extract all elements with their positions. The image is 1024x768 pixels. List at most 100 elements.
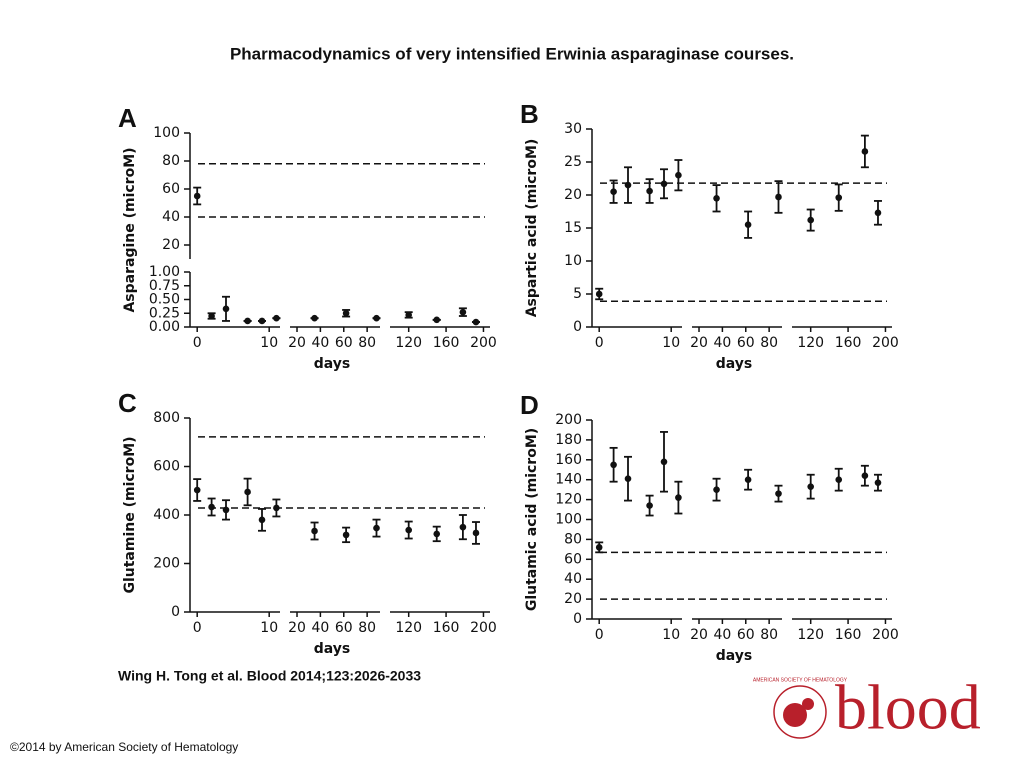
logo-name: blood [835,672,981,743]
x-axis-label: days [716,648,753,664]
logo-drop [783,703,807,727]
x-tick-label: 160 [835,335,862,351]
y-axis-label: Asparagine (microM) [122,147,138,312]
panel-letter: C [118,388,137,418]
x-axis-label: days [716,356,753,372]
x-tick-label: 60 [335,335,353,351]
y-tick-label: 400 [153,507,180,523]
point [744,476,752,484]
x-tick-label: 160 [835,627,862,643]
point [472,529,480,537]
y-tick-label: 600 [153,459,180,475]
point [874,209,882,217]
x-tick-label: 20 [690,335,708,351]
point [610,461,617,469]
panel-letter: B [520,99,539,129]
x-tick-label: 10 [260,620,278,636]
point [342,531,350,539]
panel: 0.000.250.500.751.00 20 40 60 80 100 0 10 20 40 60… [118,103,497,372]
y-tick-label: 100 [153,125,180,141]
y-tick-label: 180 [555,432,582,448]
y-tick-label: 0.00 [149,319,180,335]
y-tick-label: 5 [573,286,582,302]
y-tick-label: 0.50 [149,292,180,308]
x-tick-label: 160 [433,620,460,636]
y-tick-label: 1.00 [149,264,180,280]
x-tick-label: 10 [260,335,278,351]
point [311,314,318,322]
y-tick-label: 10 [564,253,582,269]
y-tick-label: 100 [555,512,582,528]
x-tick-label: 80 [760,627,778,643]
x-tick-label: 0 [595,335,604,351]
x-tick-label: 160 [433,335,460,351]
panel: 0 5 10 15 20 25 30 0 10 20 40 60 80 120 160 200 B Asparti… [520,99,899,372]
x-tick-label: 20 [288,335,306,351]
copyright: ©2014 by American Society of Hematology [10,740,238,754]
y-tick-label: 200 [153,556,180,572]
point [646,187,653,195]
point [807,483,814,490]
x-tick-label: 40 [713,627,731,643]
y-tick-label: 0.25 [149,305,180,321]
x-tick-label: 20 [690,627,708,643]
y-tick-label: 80 [564,531,582,547]
x-tick-label: 20 [288,620,306,636]
logo-org: AMERICAN SOCIETY OF HEMATOLOGY [753,677,848,683]
x-tick-label: 60 [335,620,353,636]
point [459,308,467,316]
citation: Wing H. Tong et al. Blood 2014;123:2026-… [118,668,421,684]
point [193,486,201,494]
figure-title: Pharmacodynamics of very intensified Erw… [230,44,794,63]
y-tick-label: 160 [555,452,582,468]
x-tick-label: 0 [595,627,604,643]
y-tick-label: 20 [564,591,582,607]
y-tick-label: 20 [564,187,582,203]
point [342,309,350,317]
panel: 0 20 40 60 80 100 120 140 160 180 200 0 10 20 40 60 80 12… [520,390,899,664]
y-tick-label: 0 [573,319,582,335]
point [311,527,318,535]
x-axis-label: days [314,641,351,657]
logo-drop [802,698,814,710]
point [595,544,603,551]
point [472,318,480,326]
point [861,148,869,155]
y-tick-label: 80 [162,153,180,169]
point [433,530,441,538]
x-tick-label: 80 [760,335,778,351]
point [660,458,668,466]
x-tick-label: 200 [470,335,497,351]
point [193,192,201,200]
y-tick-label: 15 [564,220,582,236]
y-axis-label: Glutamic acid (microM) [524,428,540,611]
logo: AMERICAN SOCIETY OF HEMATOLOGY blood [753,672,981,743]
point [273,504,280,512]
x-tick-label: 80 [358,335,376,351]
point [258,516,266,524]
point [258,317,266,325]
point [713,486,720,493]
x-tick-label: 120 [797,335,824,351]
point [835,194,843,201]
x-tick-label: 60 [737,627,755,643]
y-tick-label: 30 [564,121,582,137]
x-tick-label: 40 [713,335,731,351]
x-tick-label: 10 [662,627,680,643]
y-tick-label: 0.75 [149,278,180,294]
point [660,180,668,188]
point [459,523,467,531]
x-tick-label: 200 [470,620,497,636]
point [208,503,215,511]
point [874,479,882,486]
point [744,221,752,228]
x-tick-label: 60 [737,335,755,351]
point [675,171,682,179]
y-tick-label: 140 [555,472,582,488]
point [610,188,617,195]
x-tick-label: 120 [395,335,422,351]
y-tick-label: 60 [162,181,180,197]
point [208,312,215,320]
point [861,472,869,480]
